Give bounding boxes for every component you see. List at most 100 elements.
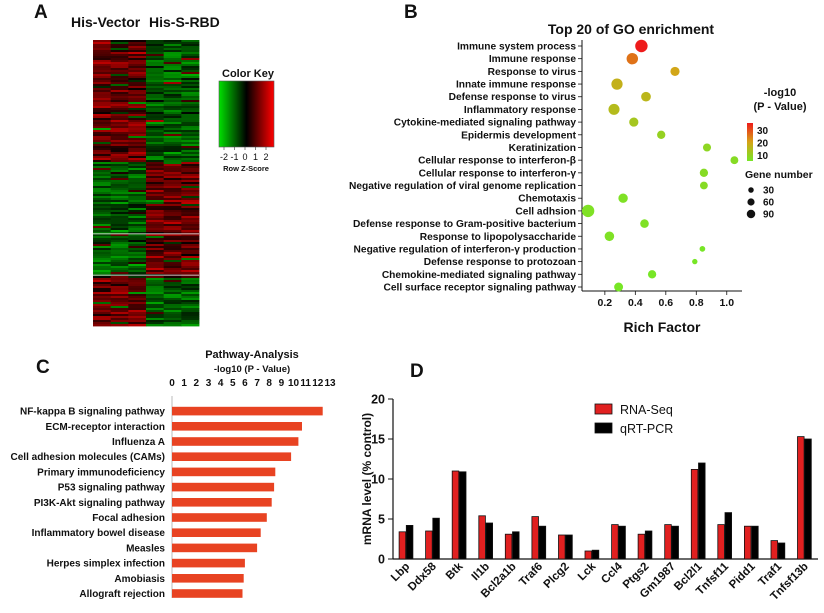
heatmap-cell bbox=[181, 242, 200, 245]
heatmap-cell bbox=[163, 100, 182, 103]
heatmap-cell bbox=[146, 252, 165, 255]
heatmap-cell bbox=[181, 64, 200, 67]
heatmap-cell bbox=[128, 84, 147, 87]
panel-label-d: D bbox=[410, 361, 424, 382]
heatmap-cell bbox=[163, 164, 182, 167]
pathway-x-tick-label: 11 bbox=[300, 378, 311, 389]
heatmap-cell bbox=[128, 102, 147, 105]
heatmap-cell bbox=[110, 136, 129, 139]
heatmap-cell bbox=[181, 320, 200, 323]
mrna-bar-rnaseq bbox=[637, 533, 646, 560]
heatmap-cell bbox=[163, 132, 182, 135]
heatmap-cell bbox=[146, 314, 165, 317]
heatmap-cell bbox=[146, 114, 165, 117]
heatmap-cell bbox=[146, 216, 165, 219]
heatmap-cell bbox=[93, 124, 112, 127]
heatmap-cell bbox=[110, 258, 129, 261]
heatmap-cell bbox=[163, 120, 182, 123]
heatmap-cell bbox=[128, 70, 147, 73]
heatmap-cell bbox=[146, 74, 165, 77]
heatmap-cell bbox=[181, 270, 200, 273]
heatmap-cell bbox=[93, 88, 112, 91]
go-bubble bbox=[640, 219, 649, 228]
heatmap-cell bbox=[110, 162, 129, 165]
heatmap-cell bbox=[181, 236, 200, 239]
heatmap-cell bbox=[146, 222, 165, 225]
heatmap-group-label-vector: His-Vector bbox=[71, 14, 141, 30]
heatmap-cell bbox=[146, 262, 165, 265]
heatmap-cell bbox=[128, 46, 147, 49]
heatmap-cell bbox=[93, 86, 112, 89]
heatmap-cell bbox=[146, 182, 165, 185]
pathway-category-label: Influenza A bbox=[112, 437, 165, 448]
heatmap-cell bbox=[181, 104, 200, 107]
heatmap-cell bbox=[93, 280, 112, 283]
heatmap-cell bbox=[181, 110, 200, 113]
pathway-bar bbox=[172, 452, 292, 461]
pathway-x-axis-title: -log10 (P - Value) bbox=[214, 364, 290, 375]
heatmap-cell bbox=[128, 56, 147, 59]
heatmap-cell bbox=[110, 270, 129, 273]
heatmap-cell bbox=[128, 278, 147, 281]
heatmap-cell bbox=[163, 320, 182, 323]
heatmap-cell bbox=[163, 222, 182, 225]
heatmap-cell bbox=[128, 262, 147, 265]
heatmap-cell bbox=[128, 146, 147, 149]
heatmap-cell bbox=[110, 280, 129, 283]
go-x-tick-label: 0.6 bbox=[659, 297, 674, 309]
heatmap-cell bbox=[128, 246, 147, 249]
heatmap-cell bbox=[146, 192, 165, 195]
heatmap-cell bbox=[128, 272, 147, 275]
mrna-bar-rnaseq bbox=[690, 468, 699, 560]
heatmap-cell bbox=[181, 190, 200, 193]
mrna-bar-qrtpcr bbox=[538, 525, 547, 560]
heatmap-cell bbox=[181, 82, 200, 85]
heatmap-cell bbox=[110, 172, 129, 175]
heatmap-cell bbox=[110, 290, 129, 293]
heatmap-cell bbox=[110, 320, 129, 323]
heatmap-cell bbox=[163, 184, 182, 187]
heatmap-cell bbox=[181, 160, 200, 163]
heatmap-cell bbox=[163, 42, 182, 45]
heatmap-cell bbox=[110, 168, 129, 171]
mrna-bar-rnaseq bbox=[451, 470, 460, 560]
heatmap-cell bbox=[163, 60, 182, 63]
heatmap-cell bbox=[128, 242, 147, 245]
heatmap-cell bbox=[93, 56, 112, 59]
heatmap-cell bbox=[93, 192, 112, 195]
heatmap-cell bbox=[128, 282, 147, 285]
heatmap-cell bbox=[93, 194, 112, 197]
heatmap-cell bbox=[146, 312, 165, 315]
pathway-bar bbox=[172, 543, 258, 553]
pathway-bar bbox=[172, 467, 276, 477]
heatmap-cell bbox=[163, 288, 182, 291]
mrna-category-label: Lck bbox=[576, 560, 599, 583]
pathway-bar bbox=[172, 422, 302, 431]
heatmap-cell bbox=[181, 204, 200, 207]
heatmap-cell bbox=[110, 74, 129, 77]
mrna-y-tick-label: 0 bbox=[378, 553, 385, 567]
heatmap-cell bbox=[93, 102, 112, 105]
heatmap-cell bbox=[146, 244, 165, 247]
heatmap-cell bbox=[146, 180, 165, 183]
heatmap-cell bbox=[163, 102, 182, 105]
heatmap-cell bbox=[93, 204, 112, 207]
heatmap-cell bbox=[110, 88, 129, 91]
heatmap-cell bbox=[163, 276, 182, 279]
heatmap-cell bbox=[146, 106, 165, 109]
heatmap-cell bbox=[110, 302, 129, 305]
heatmap-cell bbox=[181, 192, 200, 195]
heatmap-cell bbox=[110, 78, 129, 81]
heatmap-cell bbox=[93, 128, 112, 131]
pathway-category-label: Measles bbox=[126, 543, 165, 554]
heatmap-cell bbox=[163, 214, 182, 217]
heatmap-cell bbox=[163, 242, 182, 245]
heatmap-cell bbox=[146, 118, 165, 121]
heatmap-cell bbox=[128, 254, 147, 257]
heatmap-group-label-rbd: His-S-RBD bbox=[149, 14, 220, 30]
heatmap-cell bbox=[181, 316, 200, 319]
heatmap-cell bbox=[128, 186, 147, 189]
heatmap-cell bbox=[163, 294, 182, 297]
mrna-y-tick-label: 5 bbox=[378, 513, 385, 527]
heatmap-cell bbox=[110, 240, 129, 243]
